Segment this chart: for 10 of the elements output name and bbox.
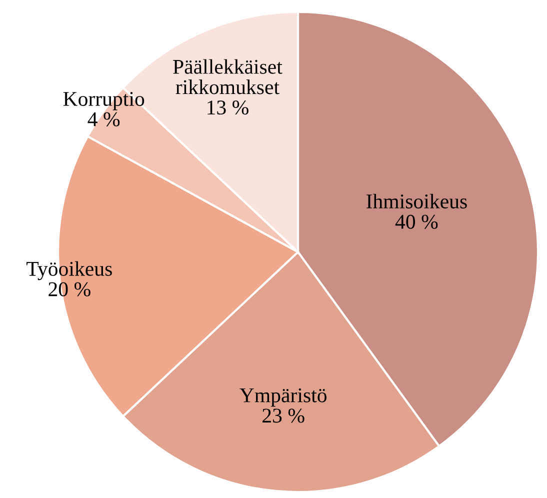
slice-label: Ihmisoikeus	[366, 194, 467, 208]
slice-label: Päällekkäiset rikkomukset	[173, 59, 282, 94]
slice-label: Ympäristö	[240, 388, 326, 407]
data-label: 23 %	[262, 408, 304, 423]
data-label: 4 %	[88, 112, 120, 126]
data-label: 40 %	[395, 214, 438, 229]
data-label: 20 %	[48, 282, 90, 296]
data-label: 13 %	[208, 100, 248, 115]
slice-label: Työoikeus	[26, 261, 112, 280]
slice-label: Korruptio	[63, 92, 144, 110]
